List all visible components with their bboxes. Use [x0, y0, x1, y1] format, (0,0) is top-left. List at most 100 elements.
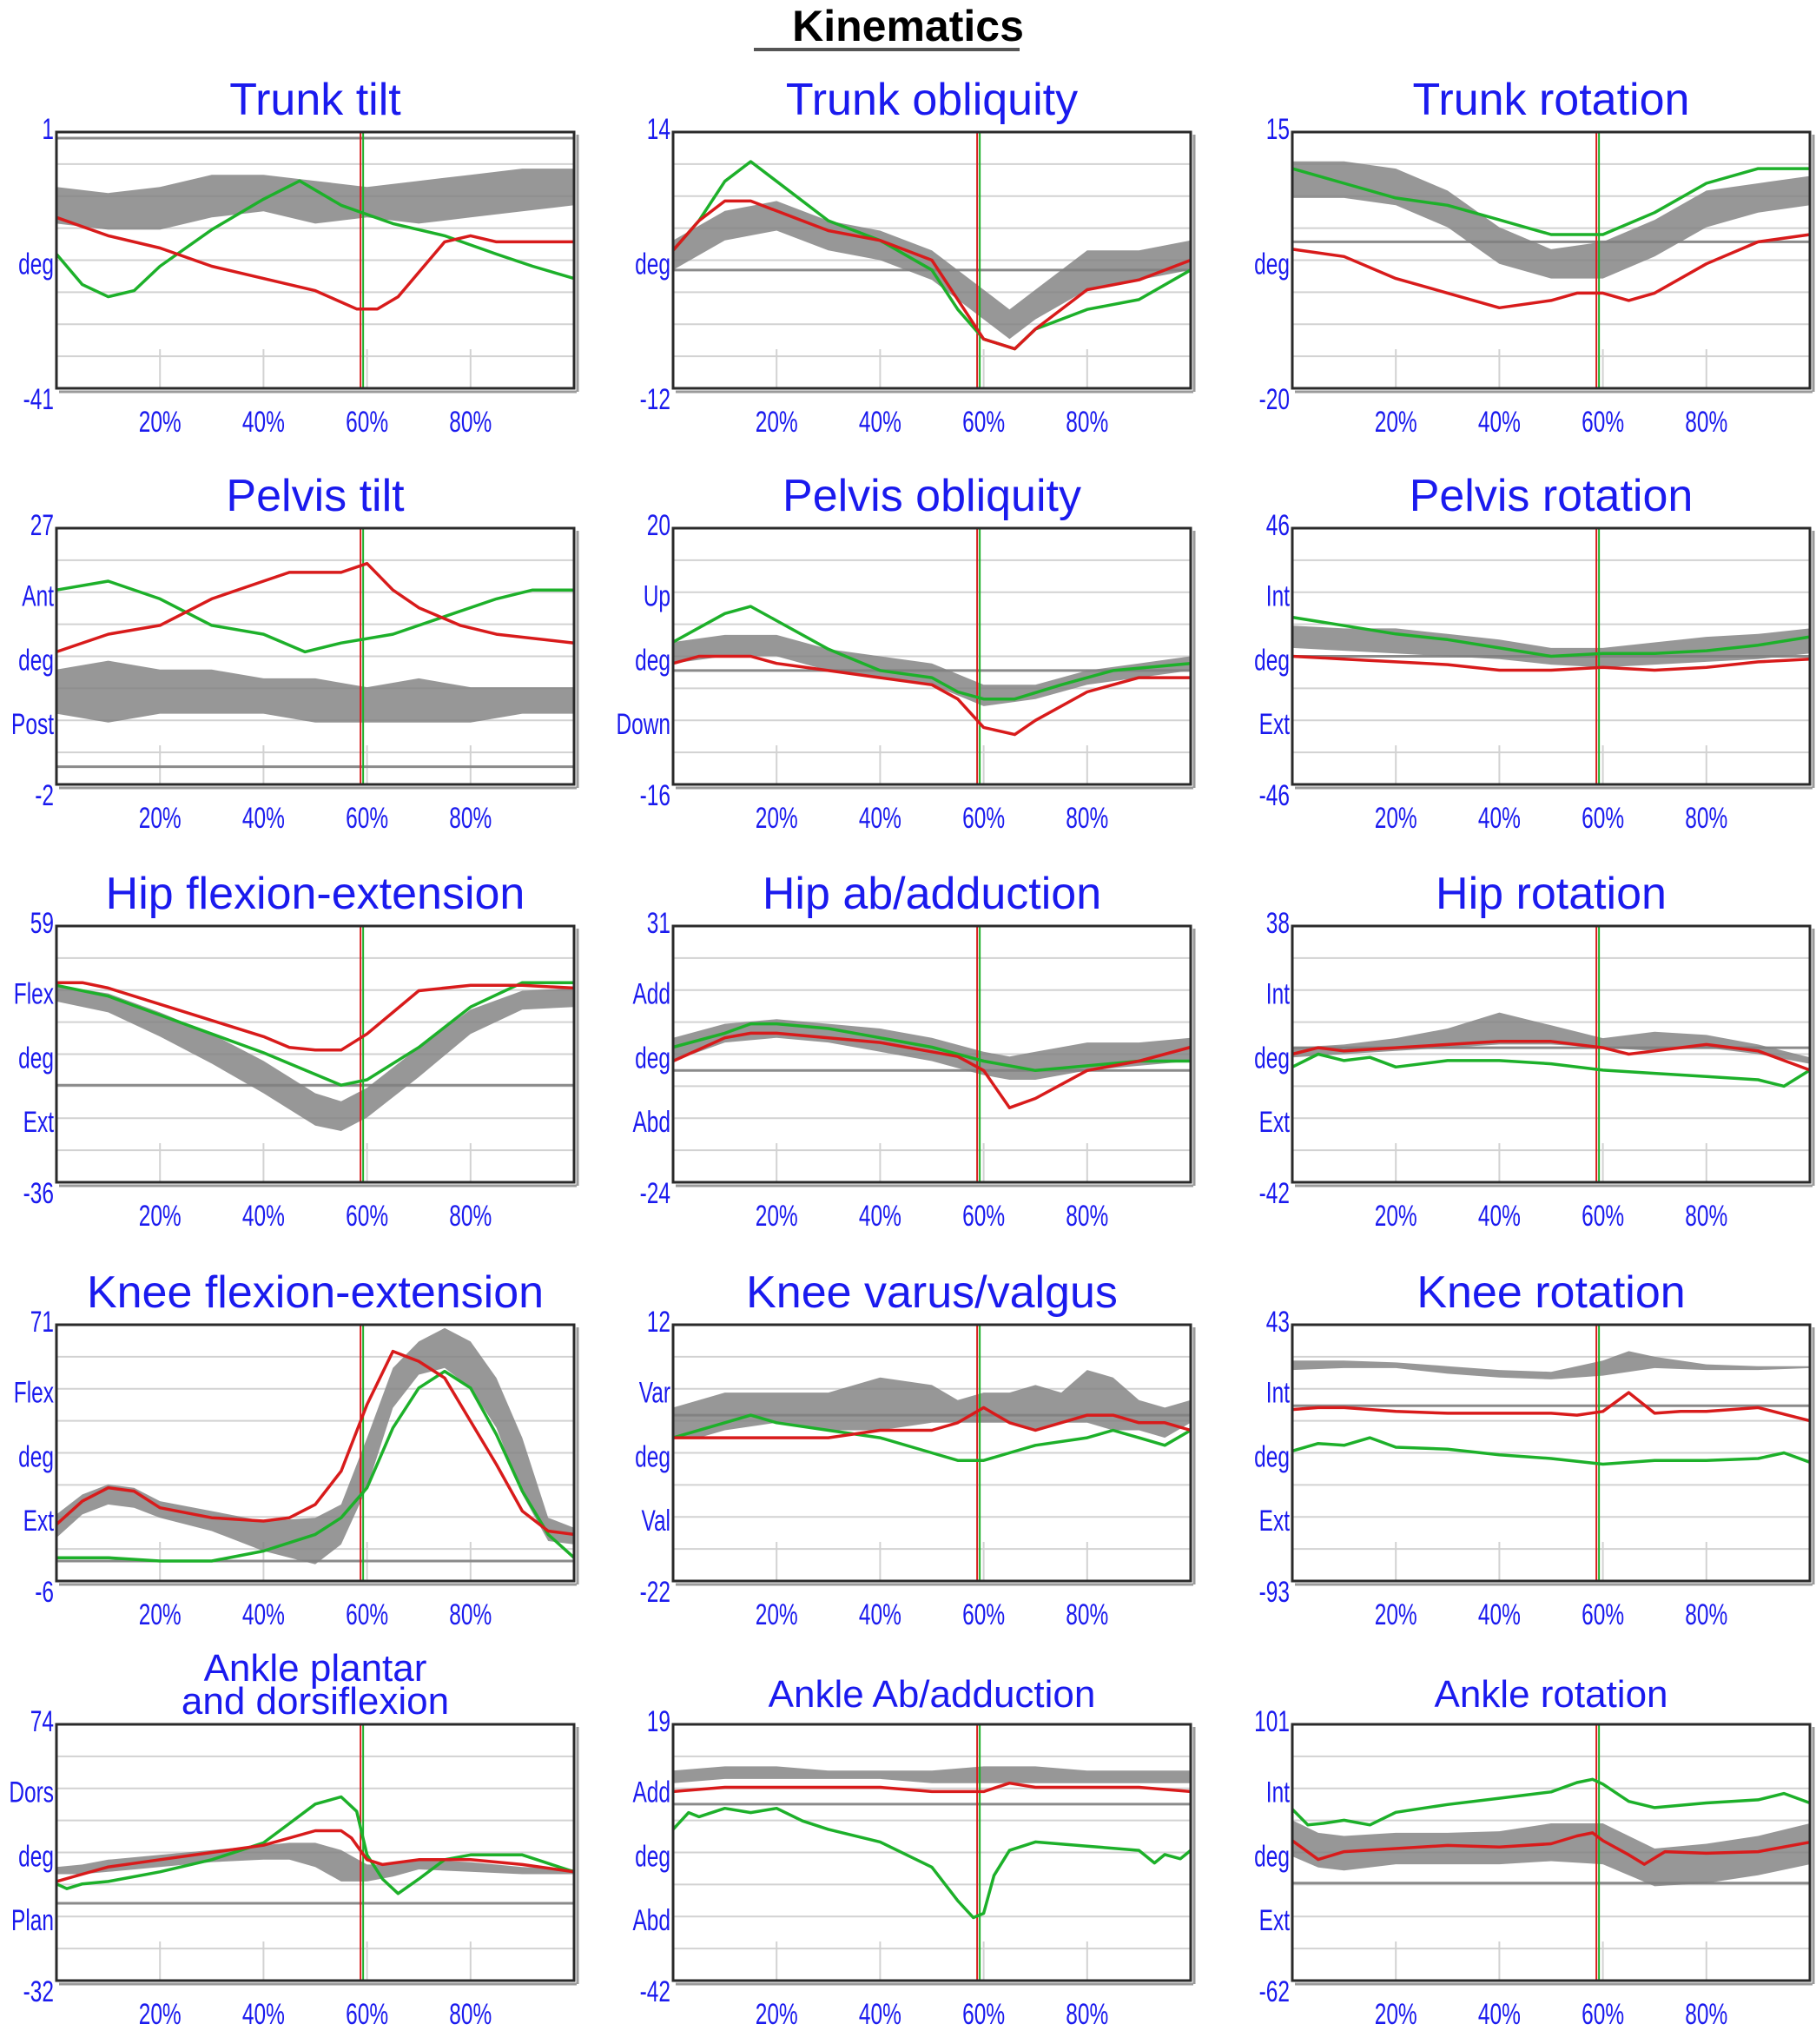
- y-tick-label: 12: [647, 1306, 670, 1339]
- normative-band: [56, 660, 574, 723]
- y-tick-label: -42: [1259, 1177, 1290, 1210]
- chart-title: Pelvis rotation: [1410, 471, 1694, 521]
- series-green-line: [1291, 167, 1810, 236]
- chart-panel: Hip ab/adduction 31 Add deg Abd -24 20% 40% 60% 8…: [632, 869, 1196, 1233]
- x-tick-label: 20%: [139, 1998, 182, 2031]
- x-tick-label: 40%: [859, 406, 901, 439]
- plot-frame: [55, 1723, 576, 1982]
- x-tick-label: 60%: [346, 406, 388, 439]
- y-tick-label: Int: [1266, 1377, 1291, 1410]
- series-red-line: [673, 1406, 1192, 1439]
- normative-band: [1292, 161, 1810, 279]
- series-red-line: [56, 561, 575, 654]
- chart-title: and dorsiflexion: [182, 1680, 449, 1723]
- x-tick-label: 80%: [449, 1598, 492, 1631]
- y-tick-label: -12: [640, 383, 670, 416]
- y-tick-label: Flex: [14, 978, 54, 1011]
- plot-frame: [671, 130, 1192, 390]
- series-green-line: [56, 1369, 576, 1563]
- x-tick-label: 40%: [1478, 1598, 1521, 1631]
- series-green-line: [1291, 615, 1811, 658]
- y-tick-label: -36: [23, 1177, 54, 1210]
- x-tick-label: 40%: [859, 1998, 901, 2031]
- series-red-line: [672, 1031, 1192, 1109]
- series-red-line: [672, 1781, 1192, 1794]
- series-green-line: [1291, 1777, 1811, 1827]
- x-tick-label: 80%: [449, 1998, 492, 2031]
- x-tick-label: 40%: [859, 1200, 901, 1233]
- chart-panel: Trunk obliquity 14 deg -12 20% 40% 60% 80%: [635, 75, 1196, 439]
- y-tick-label: Ext: [1259, 1904, 1291, 1937]
- chart-title: Trunk tilt: [229, 75, 401, 125]
- normative-band: [56, 985, 574, 1131]
- series-red-line: [1291, 233, 1811, 310]
- x-tick-label: 40%: [1478, 1200, 1521, 1233]
- chart-panel: Knee varus/valgus 12 Var deg Val -22 20% 40% 60%…: [635, 1267, 1196, 1631]
- y-tick-label: 15: [1266, 113, 1290, 146]
- y-tick-label: -6: [35, 1576, 54, 1609]
- plot-frame: [55, 924, 576, 1184]
- y-tick-label: 71: [30, 1306, 54, 1339]
- x-tick-label: 20%: [139, 802, 182, 835]
- x-tick-label: 20%: [1375, 1998, 1417, 2031]
- x-tick-label: 40%: [859, 802, 901, 835]
- series-green-line: [671, 1806, 1192, 1920]
- x-tick-label: 80%: [1066, 802, 1108, 835]
- x-tick-label: 40%: [242, 1998, 285, 2031]
- y-tick-label: Int: [1266, 1776, 1291, 1809]
- series-red-line: [672, 654, 1191, 737]
- chart-panel: Pelvis obliquity 20 Up deg Down -16 20% 40% 60% 8…: [616, 471, 1196, 835]
- x-tick-label: 80%: [1685, 1998, 1727, 2031]
- title-underline: [754, 48, 1020, 51]
- y-tick-label: 27: [30, 509, 54, 542]
- series-red-line: [56, 215, 574, 311]
- y-tick-label: Ext: [1259, 1106, 1291, 1139]
- y-tick-label: -46: [1259, 779, 1290, 812]
- y-tick-label: deg: [18, 248, 54, 281]
- y-tick-label: 19: [647, 1705, 670, 1738]
- x-tick-label: 20%: [756, 1998, 798, 2031]
- series-green-line: [55, 179, 575, 299]
- y-tick-label: Var: [639, 1377, 670, 1410]
- y-tick-label: 74: [30, 1705, 54, 1738]
- y-tick-label: Ext: [1259, 1505, 1291, 1538]
- chart-title: Trunk obliquity: [786, 75, 1078, 125]
- x-tick-label: 20%: [1375, 1200, 1417, 1233]
- y-tick-label: 1: [42, 113, 54, 146]
- x-tick-label: 20%: [756, 1200, 798, 1233]
- normative-band: [1292, 1820, 1810, 1887]
- chart-title: Knee rotation: [1416, 1267, 1685, 1318]
- y-tick-label: Int: [1266, 978, 1291, 1011]
- x-tick-label: 80%: [1066, 1598, 1108, 1631]
- x-tick-label: 60%: [1582, 1200, 1624, 1233]
- y-tick-label: 14: [647, 113, 670, 146]
- x-tick-label: 80%: [1685, 1200, 1727, 1233]
- y-tick-label: Up: [644, 580, 670, 613]
- y-tick-label: Add: [632, 978, 670, 1011]
- x-tick-label: 80%: [1066, 406, 1108, 439]
- normative-band: [673, 1766, 1191, 1783]
- chart-panel: Ankle rotation 101 Int deg Ext -62 20% 40% 60% 80…: [1254, 1673, 1815, 2031]
- chart-panel: Hip flexion-extension 59 Flex deg Ext -36 20% 4…: [14, 869, 579, 1233]
- chart-title: Hip flexion-extension: [106, 869, 525, 919]
- y-tick-label: -24: [640, 1177, 670, 1210]
- chart-title: Trunk rotation: [1413, 75, 1690, 125]
- y-tick-label: -62: [1259, 1975, 1290, 2008]
- y-tick-label: Ext: [1259, 708, 1291, 741]
- y-tick-label: deg: [1254, 645, 1290, 678]
- x-tick-label: 60%: [346, 802, 388, 835]
- x-tick-label: 40%: [242, 1200, 285, 1233]
- x-tick-label: 80%: [1685, 1598, 1727, 1631]
- plot-frame: [1291, 924, 1812, 1184]
- x-tick-label: 40%: [859, 1598, 901, 1631]
- x-tick-label: 20%: [1375, 1598, 1417, 1631]
- y-tick-label: Plan: [11, 1904, 54, 1937]
- y-tick-label: deg: [18, 1841, 54, 1874]
- y-tick-label: deg: [1254, 248, 1290, 281]
- chart-title: Ankle Ab/adduction: [769, 1673, 1096, 1716]
- normative-band: [673, 634, 1191, 706]
- series-green-line: [671, 160, 1192, 351]
- x-tick-label: 20%: [139, 406, 182, 439]
- y-tick-label: deg: [1254, 1441, 1290, 1474]
- series-red-line: [56, 981, 575, 1052]
